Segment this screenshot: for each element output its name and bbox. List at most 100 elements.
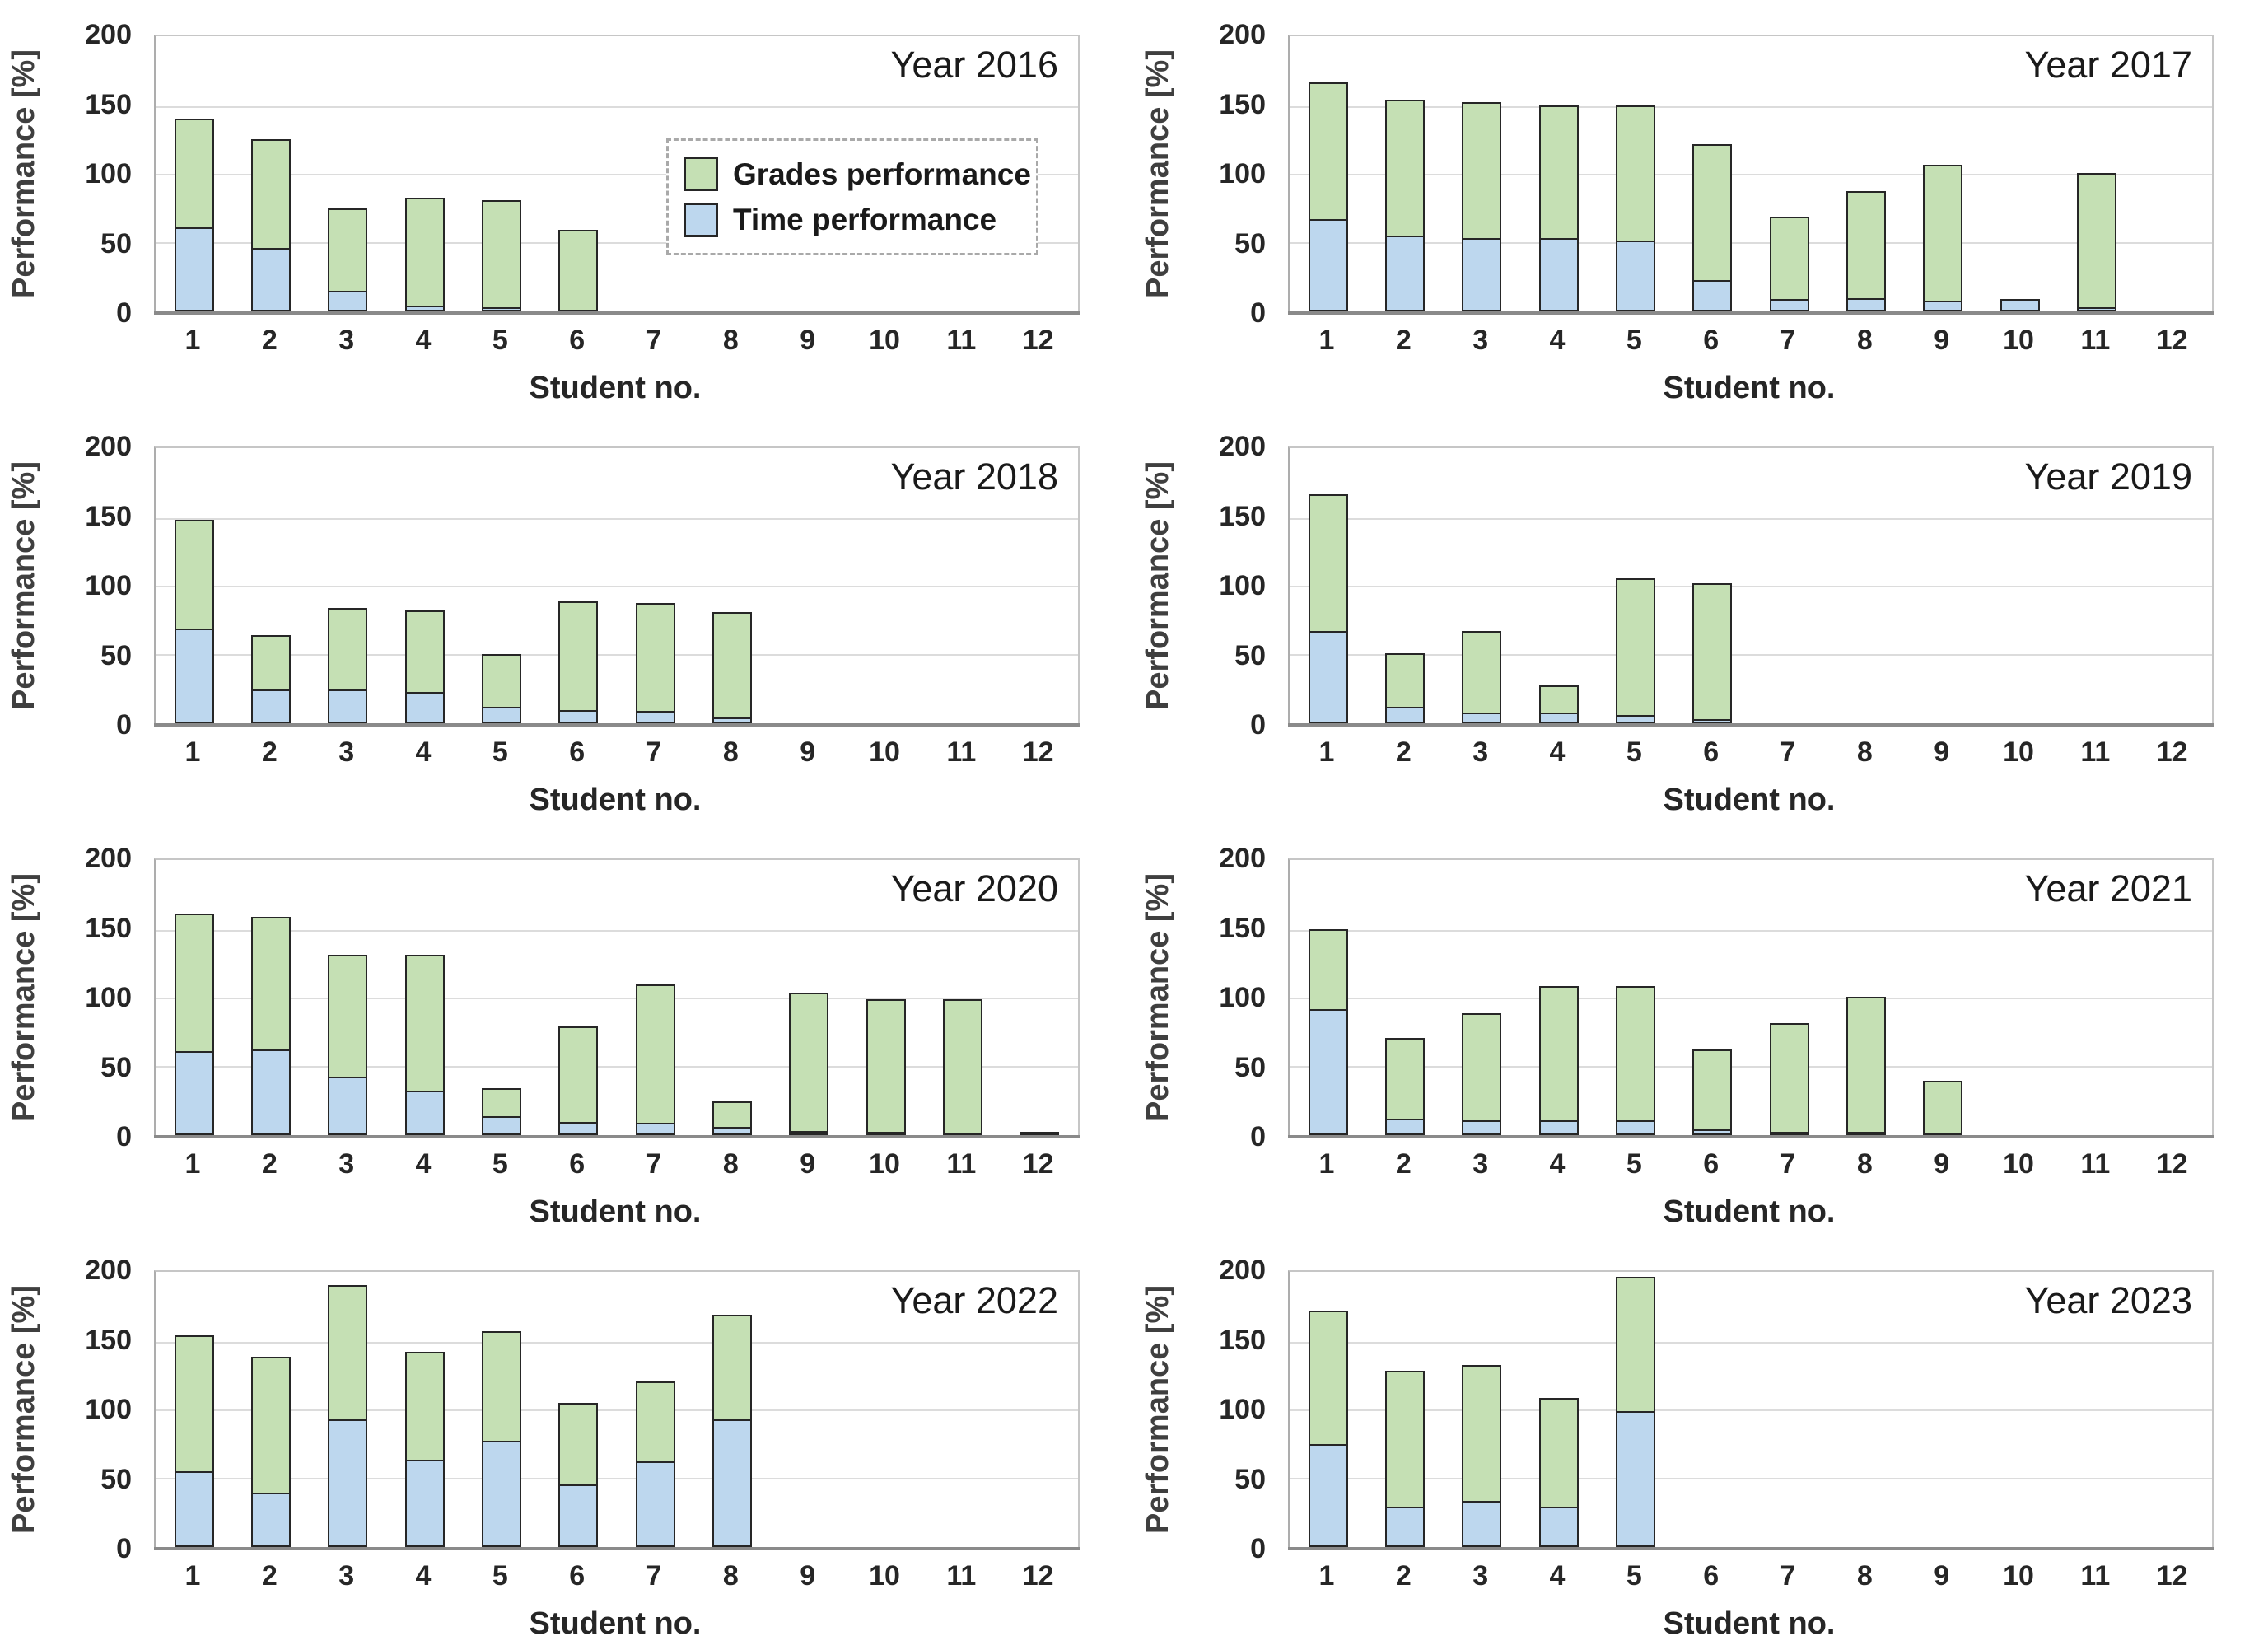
bar-student-6 [558, 600, 599, 723]
bar-segment-time [1616, 1119, 1655, 1135]
x-tick-label: 5 [1626, 1148, 1642, 1180]
y-tick-label: 100 [1219, 570, 1266, 601]
gridline [1290, 998, 2212, 999]
y-axis-title: Performance [%] [1141, 49, 1175, 298]
bar-student-4 [1538, 684, 1579, 723]
bar-segment-grades [251, 138, 291, 250]
x-tick-label: 6 [1703, 1148, 1720, 1180]
x-tick-label: 6 [1703, 1560, 1720, 1592]
x-tick-label: 4 [415, 736, 432, 768]
bar-segment-time [404, 692, 445, 723]
x-tick-label: 2 [1395, 1560, 1412, 1592]
x-tick-label: 9 [800, 1560, 816, 1592]
x-tick-label: 7 [1780, 1560, 1796, 1592]
x-tick-label: 10 [869, 1560, 900, 1592]
gridline [1290, 1341, 2212, 1344]
x-tick-label: 2 [261, 325, 278, 356]
x-tick-label: 2 [1395, 1148, 1412, 1180]
bar-segment-time [328, 689, 368, 723]
bar-segment-grades [943, 999, 982, 1135]
bar-segment-grades [1538, 685, 1579, 714]
bar-segment-grades [712, 1101, 752, 1129]
bar-student-2 [251, 633, 291, 723]
gridline [1290, 241, 2212, 244]
bar-student-7 [635, 1380, 675, 1547]
x-axis-line [1288, 1135, 2214, 1138]
bar-student-11 [943, 999, 982, 1135]
bar-segment-grades [1538, 1397, 1579, 1508]
gridline [156, 653, 1078, 656]
bar-segment-time [1462, 1119, 1502, 1135]
x-tick-label: 5 [492, 1148, 508, 1180]
y-tick-label: 100 [85, 158, 132, 189]
bar-student-1 [1308, 928, 1348, 1135]
x-axis-line [154, 1547, 1080, 1550]
bar-student-6 [1692, 582, 1733, 723]
bar-student-3 [1462, 1012, 1502, 1135]
y-tick-label: 50 [1234, 639, 1266, 671]
bar-student-7 [1769, 1022, 1809, 1135]
y-tick-label: 50 [1234, 1463, 1266, 1495]
plot-area: Year 2019 [1288, 446, 2214, 727]
bar-segment-time [1385, 707, 1425, 723]
x-tick-label: 9 [1934, 325, 1950, 356]
bar-segment-time [558, 709, 599, 723]
bar-student-12 [1020, 1132, 1060, 1135]
x-tick-label: 2 [261, 1148, 278, 1180]
y-tick-label: 200 [1219, 843, 1266, 874]
bar-student-2 [1385, 652, 1425, 723]
plot-area: Year 2023 [1288, 1270, 2214, 1550]
bar-student-3 [328, 606, 368, 723]
bar-student-5 [482, 652, 521, 723]
bar-student-2 [1385, 1369, 1425, 1547]
x-tick-labels: 1 2 3 4 5 6 7 8 9 10 11 12 [154, 1150, 1076, 1186]
bar-segment-grades [635, 1381, 675, 1463]
bar-segment-time [558, 1484, 599, 1547]
bar-segment-time [635, 1461, 675, 1547]
x-axis-title: Student no. [1663, 1194, 1836, 1229]
bar-segment-grades [712, 1315, 752, 1421]
x-tick-label: 12 [2156, 1148, 2188, 1180]
bar-segment-time [328, 291, 368, 311]
bar-segment-time [482, 307, 521, 311]
x-tick-label: 8 [1856, 325, 1873, 356]
y-tick-labels: 200 150 100 50 0 [1177, 21, 1274, 327]
chart-year-2017: Performance [%] 200 150 100 50 0 Year 2017 1 2 3 4… [1134, 2, 2268, 414]
x-tick-label: 4 [1549, 325, 1566, 356]
bar-segment-time [1308, 1443, 1348, 1547]
bar-segment-time [174, 1050, 214, 1135]
bar-segment-time [1462, 712, 1502, 723]
bar-segment-time [174, 227, 214, 311]
bar-student-4 [1538, 104, 1579, 311]
y-tick-label: 50 [100, 1463, 132, 1495]
x-tick-label: 10 [2003, 736, 2034, 768]
bar-segment-grades [558, 230, 599, 311]
x-tick-label: 6 [1703, 736, 1720, 768]
y-tick-label: 0 [116, 297, 132, 329]
y-tick-label: 150 [85, 88, 132, 120]
gridline [156, 929, 1078, 932]
gridline [156, 517, 1078, 520]
x-axis-title: Student no. [1663, 1606, 1836, 1641]
chart-title: Year 2017 [2024, 44, 2192, 86]
bar-student-10 [866, 998, 906, 1135]
bar-student-3 [1462, 1363, 1502, 1547]
y-tick-labels: 200 150 100 50 0 [1177, 432, 1274, 739]
gridline [156, 1341, 1078, 1344]
chart-title: Year 2021 [2024, 867, 2192, 909]
bar-student-9 [789, 991, 829, 1135]
x-tick-label: 2 [1395, 736, 1412, 768]
bar-segment-time [1769, 299, 1809, 311]
chart-year-2022: Performance [%] 200 150 100 50 0 Year 2022 1 2 3 4… [0, 1237, 1134, 1649]
gridline [156, 1409, 1078, 1411]
bar-student-8 [1846, 996, 1886, 1135]
x-tick-label: 7 [646, 1148, 662, 1180]
x-tick-label: 8 [722, 325, 739, 356]
x-axis-line [1288, 1547, 2214, 1550]
x-tick-label: 8 [1856, 1560, 1873, 1592]
bar-segment-grades [1846, 190, 1886, 300]
bar-student-4 [404, 953, 445, 1135]
x-tick-label: 4 [415, 1148, 432, 1180]
chart-year-2018: Performance [%] 200 150 100 50 0 Year 2018 1 2 3 4… [0, 414, 1134, 825]
x-axis-line [1288, 311, 2214, 315]
